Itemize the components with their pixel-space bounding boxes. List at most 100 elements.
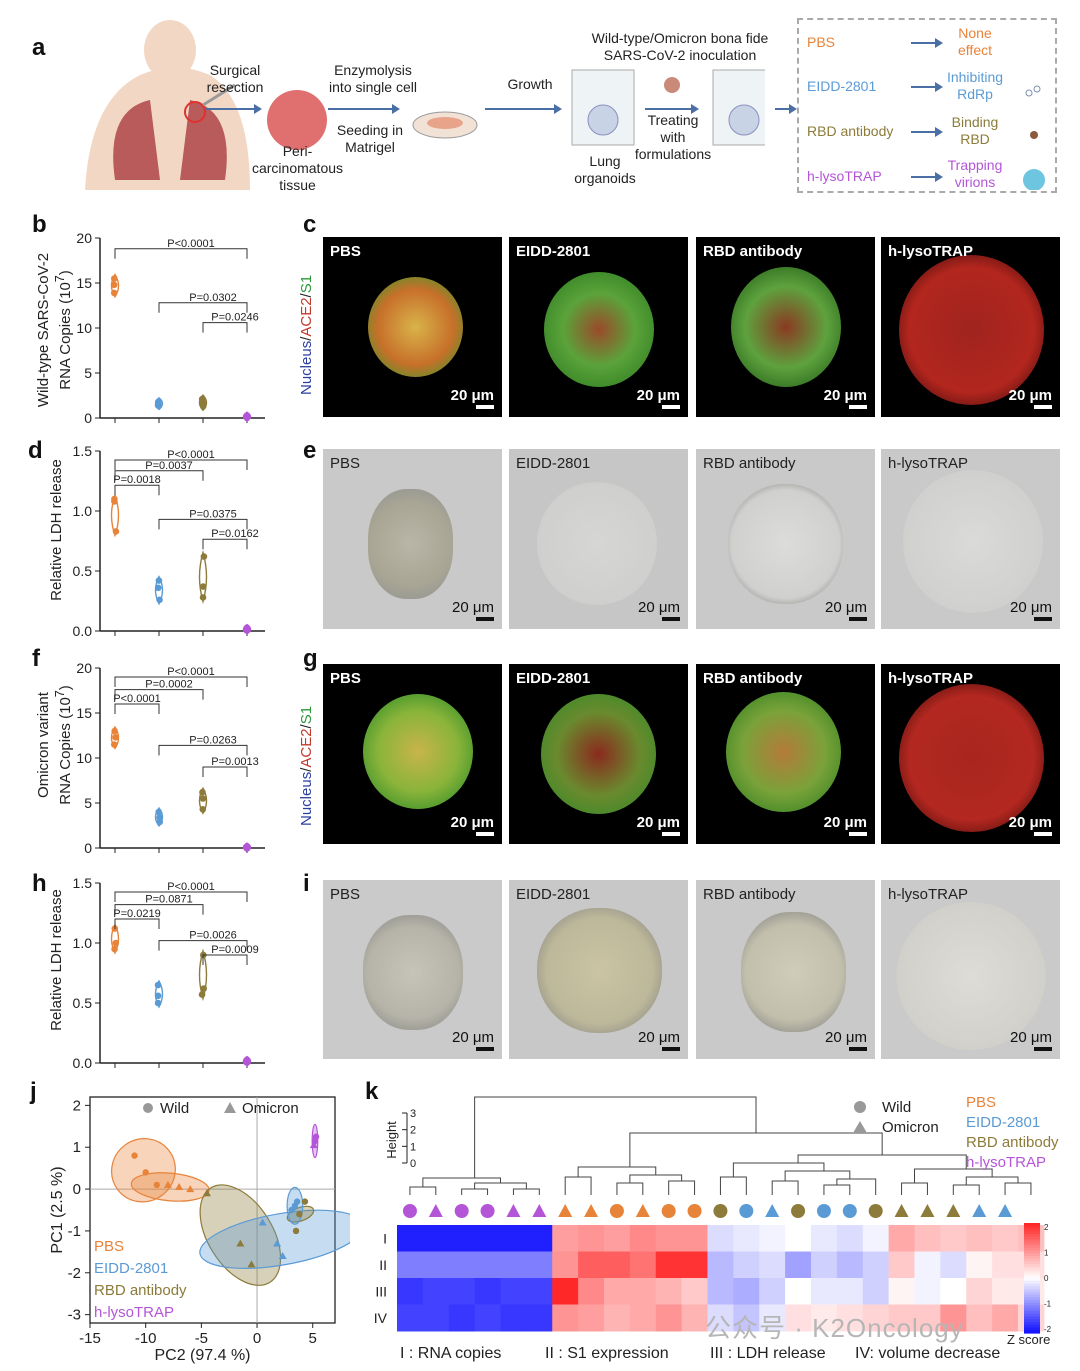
- p-value-label: P=0.0246: [211, 312, 258, 324]
- colorbar-tick-label: 1: [1044, 1249, 1049, 1258]
- y-tick-label: 20: [76, 660, 92, 676]
- dendrogram-branch: [617, 1183, 643, 1195]
- ylabel-d: Relative LDH release: [48, 440, 65, 620]
- head-shape: [144, 20, 196, 80]
- pca-point: [131, 1152, 137, 1158]
- heatmap-cell: [837, 1278, 863, 1305]
- dendrogram-branch: [513, 1189, 539, 1195]
- heatmap-cell: [708, 1252, 734, 1279]
- fluorescence-tile-c-eidd: EIDD-2801 20 μm: [509, 237, 688, 417]
- panel-label-h: h: [32, 870, 47, 898]
- dendrogram-branch: [669, 1181, 695, 1195]
- panel-label-i: i: [303, 870, 310, 898]
- column-marker: [920, 1204, 934, 1217]
- dendrogram-branch: [772, 1181, 798, 1195]
- data-point: [155, 402, 162, 409]
- column-marker: [688, 1204, 702, 1218]
- brightfield-tile-e-rbd: RBD antibody 20 μm: [696, 449, 875, 629]
- column-marker: [791, 1204, 805, 1218]
- dendrogram-branch: [475, 1183, 527, 1189]
- x-tick-label: 5: [309, 1330, 317, 1347]
- y-tick-label: 15: [76, 275, 92, 291]
- legend-omicron-marker: [853, 1121, 867, 1133]
- heatmap-cell: [630, 1225, 656, 1252]
- p-value-label: P=0.0013: [211, 756, 258, 768]
- dendrogram-branch: [953, 1185, 979, 1195]
- column-marker: [662, 1204, 676, 1218]
- legend-group-label: h-lysoTRAP: [94, 1304, 174, 1321]
- dendrogram-branch: [1005, 1183, 1031, 1195]
- heatmap-cell: [423, 1252, 449, 1279]
- effect-rbd: Binding RBD: [939, 114, 1011, 148]
- heatmap-cell: [630, 1252, 656, 1279]
- column-marker: [765, 1204, 779, 1217]
- heatmap-cell: [811, 1225, 837, 1252]
- zscore-label: Z score: [1007, 1332, 1050, 1345]
- heatmap-cell: [526, 1305, 552, 1332]
- brightfield-tile-e-trap: h-lysoTRAP 20 μm: [881, 449, 1060, 629]
- y-tick-label: 5: [84, 795, 92, 811]
- heatmap-cell: [733, 1225, 759, 1252]
- y-tick-label: -2: [68, 1265, 81, 1282]
- data-point: [199, 789, 206, 796]
- footer-s1: II : S1 expression: [545, 1345, 669, 1363]
- fluorescence-tile-c-trap: h-lysoTRAP 20 μm: [881, 237, 1060, 417]
- y-tick-label: 1.0: [73, 503, 93, 519]
- heatmap-cell: [397, 1225, 423, 1252]
- heatmap-cell: [578, 1305, 604, 1332]
- heatmap-cell: [863, 1252, 889, 1279]
- column-marker: [843, 1204, 857, 1218]
- heatmap-cell: [966, 1278, 992, 1305]
- dendrogram-branch: [462, 1189, 488, 1195]
- heatmap-cell: [863, 1278, 889, 1305]
- y-tick-label: 10: [76, 320, 92, 336]
- footer-rna: I : RNA copies: [400, 1345, 501, 1363]
- data-point: [200, 403, 207, 410]
- column-marker: [610, 1204, 624, 1218]
- tissue-shape: [267, 90, 327, 150]
- legend-group-label: EIDD-2801: [966, 1114, 1040, 1131]
- organoid-left: [588, 105, 618, 135]
- heatmap-cell: [501, 1225, 527, 1252]
- heatmap-cell: [578, 1225, 604, 1252]
- y-tick-label: 1.5: [73, 875, 93, 891]
- dendrogram-branch: [720, 1177, 746, 1195]
- row-label: II: [379, 1257, 387, 1273]
- p-value-label: P<0.0001: [113, 693, 160, 705]
- data-point: [111, 282, 118, 289]
- p-value-label: P=0.0871: [145, 894, 192, 906]
- heatmap-cell: [423, 1305, 449, 1332]
- heatmap-cell: [552, 1225, 578, 1252]
- arrow-3: [485, 108, 560, 110]
- step-growth: Growth: [500, 76, 560, 93]
- stain-label-g: Nucleus/ACE2/S1: [298, 706, 315, 826]
- legend-group-label: PBS: [966, 1094, 996, 1111]
- heatmap-cell: [449, 1278, 475, 1305]
- brightfield-tile-i-trap: h-lysoTRAP 20 μm: [881, 880, 1060, 1059]
- column-marker: [636, 1204, 650, 1217]
- data-point: [155, 993, 162, 1000]
- scatter-plot-b: 05101520 P<0.0001P=0.0302P=0.0246: [70, 230, 280, 430]
- heatmap-cell: [656, 1252, 682, 1279]
- arrow-1: [205, 108, 260, 110]
- dendrogram-branch: [824, 1185, 850, 1195]
- fluorescence-tile-g-trap: h-lysoTRAP 20 μm: [881, 664, 1060, 844]
- column-marker: [558, 1204, 572, 1217]
- watermark-text: 公众号 · K2Oncology: [705, 1308, 964, 1345]
- data-point: [155, 982, 162, 989]
- heatmap-cell: [992, 1225, 1018, 1252]
- brightfield-tile-i-eidd: EIDD-2801 20 μm: [509, 880, 688, 1059]
- heatmap-cell: [759, 1278, 785, 1305]
- dendrogram-branch: [475, 1097, 756, 1178]
- heatmap-cell: [578, 1252, 604, 1279]
- column-marker: [584, 1204, 598, 1217]
- x-tick-label: -10: [135, 1330, 157, 1347]
- heatmap-cell: [552, 1278, 578, 1305]
- data-point: [200, 985, 207, 992]
- legend-wild-label: Wild: [160, 1100, 189, 1117]
- significance-bracket: [115, 919, 159, 929]
- heatmap-cell: [397, 1252, 423, 1279]
- legend-omicron-marker: [224, 1102, 236, 1113]
- heatmap-cell: [915, 1252, 941, 1279]
- heatmap-cell: [604, 1225, 630, 1252]
